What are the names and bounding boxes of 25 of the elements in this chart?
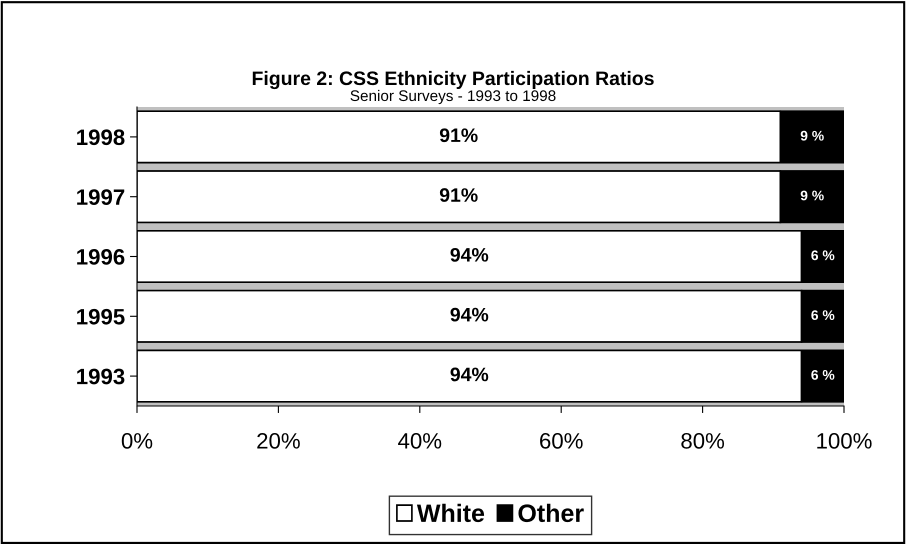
data-label: 9 % [800, 190, 824, 200]
x-tick-label: 40% [398, 432, 442, 449]
y-tick-label: 1996 [77, 249, 124, 265]
x-tick-label: 0% [122, 432, 152, 449]
legend-label: Other [518, 504, 584, 522]
data-label: 91% [440, 128, 478, 142]
data-label: 9 % [800, 130, 824, 141]
y-tick-label: 1998 [77, 129, 125, 146]
y-tick-label: 1997 [77, 189, 124, 205]
x-tick-label: 100% [817, 432, 872, 449]
data-label: 94% [450, 308, 488, 322]
y-tick-label: 1993 [77, 368, 124, 384]
data-label: 94% [450, 368, 488, 382]
x-tick-label: 20% [257, 432, 300, 449]
data-label: 6 % [811, 250, 834, 260]
data-label: 6 % [811, 370, 834, 380]
data-label: 91% [440, 188, 478, 202]
x-tick-label: 80% [681, 432, 724, 449]
data-label: 6 % [811, 310, 834, 320]
legend-label: White [416, 504, 484, 522]
chart-title: Figure 2: CSS Ethnicity Participation Ratios [252, 70, 654, 90]
x-tick-label: 60% [540, 432, 583, 449]
data-label: 94% [450, 248, 488, 262]
y-tick-label: 1995 [77, 308, 125, 325]
chart-subtitle: Senior Surveys - 1993 to 1998 [350, 90, 556, 104]
